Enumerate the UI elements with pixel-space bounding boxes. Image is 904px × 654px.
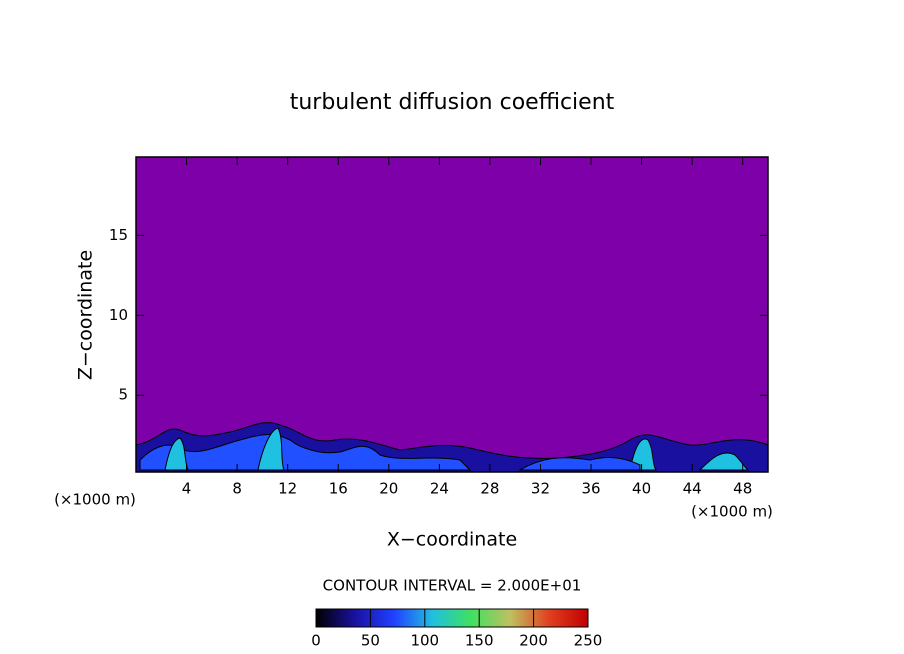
- x-unit-left: (×1000 m): [54, 491, 136, 509]
- y-tick-label: 15: [109, 226, 128, 244]
- colorbar-tick-label: 250: [574, 632, 603, 650]
- x-tick-label: 24: [430, 480, 449, 498]
- x-tick-label: 36: [581, 480, 600, 498]
- turbulence-layer: [135, 422, 769, 473]
- x-tick-label: 8: [232, 480, 242, 498]
- plot-frame: [135, 156, 769, 473]
- x-tick-label: 20: [379, 480, 398, 498]
- plot-area: [136, 157, 768, 472]
- x-tick-label: 48: [733, 480, 752, 498]
- colorbar-tick-label: 50: [361, 632, 380, 650]
- colorbar-scale: [315, 608, 589, 628]
- contour-interval: CONTOUR INTERVAL = 2.000E+01: [323, 577, 582, 595]
- field-background: [136, 157, 768, 472]
- x-unit: (×1000 m): [691, 503, 773, 521]
- chart-title: turbulent diffusion coefficient: [290, 90, 615, 115]
- x-tick-label: 4: [182, 480, 192, 498]
- x-tick-label: 40: [632, 480, 651, 498]
- y-tick-label: 10: [109, 306, 128, 324]
- x-tick-label: 16: [329, 480, 348, 498]
- colorbar-tick-label: 0: [311, 632, 321, 650]
- y-axis-label: Z−coordinate: [75, 250, 97, 380]
- colorbar: 0 50 100 150 200 250: [311, 608, 603, 650]
- colorbar-tick-label: 100: [410, 632, 439, 650]
- x-tick-label: 44: [683, 480, 702, 498]
- x-tick-label: 28: [480, 480, 499, 498]
- y-tick-label: 5: [118, 386, 128, 404]
- colorbar-tick-label: 150: [465, 632, 494, 650]
- colorbar-tick-label: 200: [519, 632, 548, 650]
- x-tick-label: 12: [278, 480, 297, 498]
- x-tick-label: 32: [531, 480, 550, 498]
- x-axis-label: X−coordinate: [387, 529, 517, 551]
